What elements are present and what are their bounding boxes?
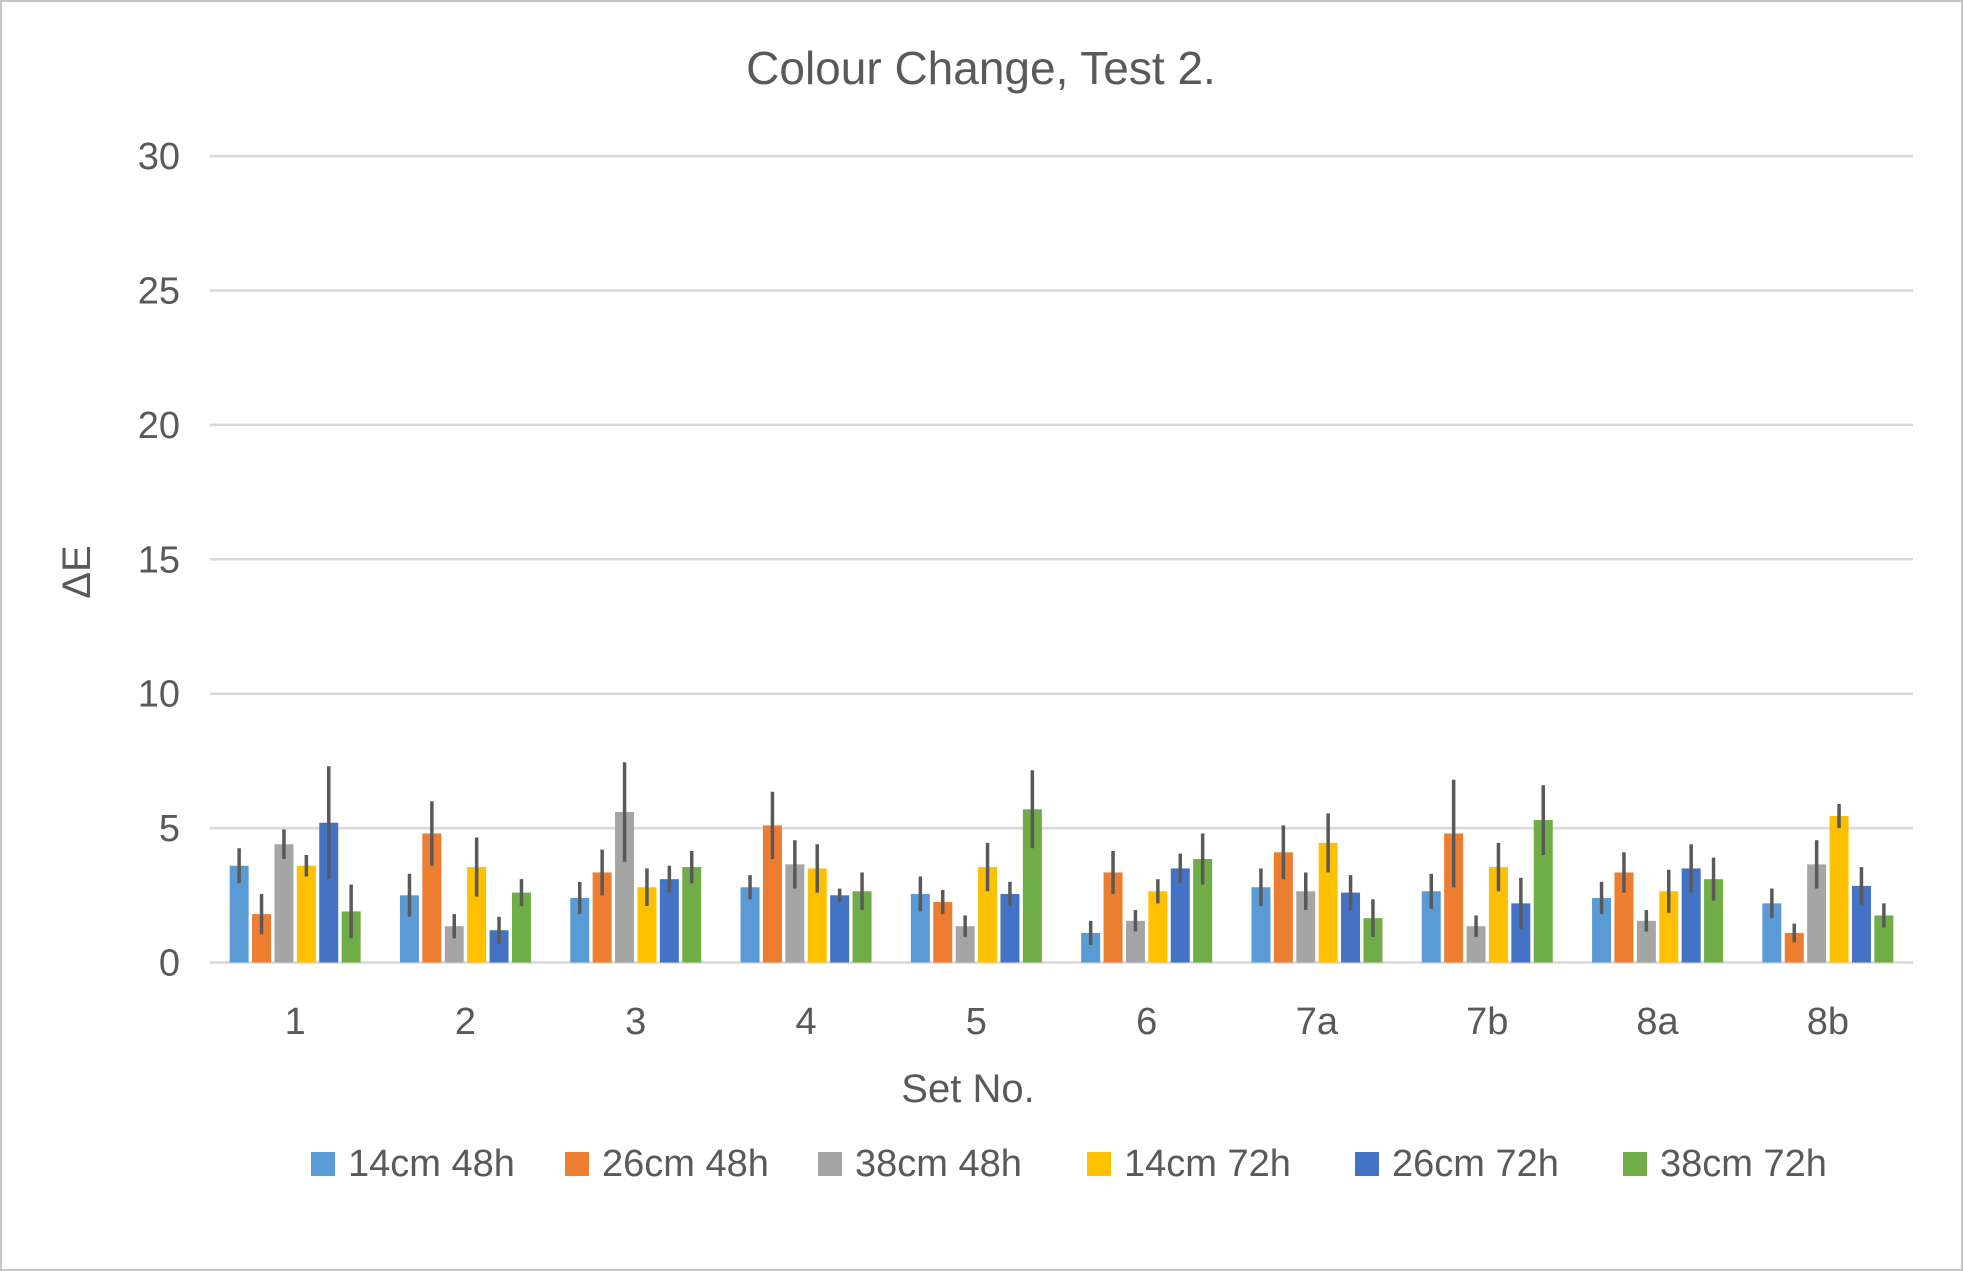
bar: [830, 895, 850, 963]
bar: [1341, 892, 1361, 963]
bar: [955, 926, 975, 963]
bar: [1592, 897, 1612, 963]
bar: [592, 872, 612, 963]
bar: [1421, 891, 1441, 963]
legend-item-label: 14cm 72h: [1124, 1143, 1291, 1185]
legend-marker: [1087, 1152, 1111, 1176]
bar: [1659, 891, 1679, 963]
bar: [1614, 872, 1634, 963]
y-tick-label: 25: [138, 271, 180, 313]
legend-marker: [565, 1152, 589, 1176]
bar: [1704, 879, 1724, 963]
bar: [1022, 809, 1042, 963]
bar: [1511, 903, 1531, 963]
bar: [444, 926, 464, 963]
bar: [910, 893, 930, 963]
bar: [1444, 833, 1464, 963]
x-category-label: 7b: [1466, 1001, 1508, 1043]
bar: [489, 930, 509, 963]
bar: [785, 864, 805, 963]
bar: [1762, 903, 1782, 963]
y-tick-label: 5: [159, 808, 180, 850]
bar: [1533, 820, 1553, 963]
bar: [1488, 867, 1508, 963]
y-tick-label: 20: [138, 405, 180, 447]
x-axis-category-labels: 1 2 3 4 5 6 7a 7b 8a 8b: [285, 1001, 1849, 1043]
bar: [1851, 885, 1871, 963]
y-tick-label: 30: [138, 136, 180, 178]
gridlines: [210, 154, 1913, 964]
bar: [852, 891, 872, 963]
bar: [1466, 926, 1486, 963]
x-category-label: 8a: [1636, 1001, 1679, 1043]
bar: [1148, 891, 1168, 963]
bar: [1081, 932, 1101, 963]
bar: [1000, 893, 1020, 963]
legend-item-label: 26cm 48h: [602, 1143, 769, 1185]
bar: [807, 868, 827, 963]
legend-item-label: 26cm 72h: [1392, 1143, 1559, 1185]
bar: [1636, 920, 1656, 963]
y-axis-title: ΔE: [55, 545, 99, 598]
legend-item-label: 38cm 48h: [855, 1143, 1022, 1185]
legend-item-label: 38cm 72h: [1660, 1143, 1827, 1185]
bar: [933, 902, 953, 963]
x-axis-title: Set No.: [901, 1067, 1034, 1111]
bar: [1296, 891, 1316, 963]
bar: [319, 822, 339, 963]
x-category-label: 5: [966, 1001, 987, 1043]
bar: [1829, 816, 1849, 963]
y-tick-label: 0: [159, 943, 180, 985]
bar: [762, 825, 782, 963]
x-category-label: 4: [795, 1001, 816, 1043]
bar: [1784, 932, 1804, 963]
legend-marker: [818, 1152, 842, 1176]
bar: [1273, 852, 1293, 963]
bar: [1363, 918, 1383, 963]
error-bars: [237, 762, 1886, 946]
chart-title: Colour Change, Test 2.: [746, 42, 1216, 94]
bar: [511, 892, 531, 963]
x-category-label: 7a: [1296, 1001, 1339, 1043]
legend-marker: [311, 1152, 335, 1176]
bar: [1681, 868, 1701, 963]
x-category-label: 1: [285, 1001, 306, 1043]
bar: [615, 811, 635, 963]
bar: [274, 844, 294, 963]
bar: [682, 867, 702, 963]
y-axis-tick-labels: 0 5 10 15 20 25 30: [138, 136, 180, 984]
bar: [1193, 859, 1213, 963]
legend: 14cm 48h 26cm 48h 38cm 48h 14cm 72h 26cm 72h…: [311, 1143, 1827, 1185]
plot-bars: [229, 809, 1894, 963]
bar: [637, 887, 657, 963]
bar: [296, 865, 316, 963]
bar: [229, 865, 249, 963]
x-category-label: 8b: [1807, 1001, 1849, 1043]
legend-marker: [1623, 1152, 1647, 1176]
bar: [1103, 872, 1123, 963]
y-tick-label: 15: [138, 539, 180, 581]
bar: [422, 833, 442, 963]
bar: [570, 897, 590, 963]
x-category-label: 2: [455, 1001, 476, 1043]
x-category-label: 3: [625, 1001, 646, 1043]
y-tick-label: 10: [138, 674, 180, 716]
bar: [399, 895, 419, 963]
bar: [659, 879, 679, 963]
bar: [978, 867, 998, 963]
bar: [1125, 920, 1145, 963]
bar: [1807, 864, 1827, 963]
legend-marker: [1355, 1152, 1379, 1176]
bar: [1318, 842, 1338, 963]
bar: [467, 867, 487, 963]
bar: [1874, 915, 1894, 963]
bar: [252, 914, 272, 963]
legend-item-label: 14cm 48h: [348, 1143, 515, 1185]
bar: [740, 887, 760, 963]
x-category-label: 6: [1136, 1001, 1157, 1043]
bar: [1251, 887, 1271, 963]
bar: [1170, 868, 1190, 963]
